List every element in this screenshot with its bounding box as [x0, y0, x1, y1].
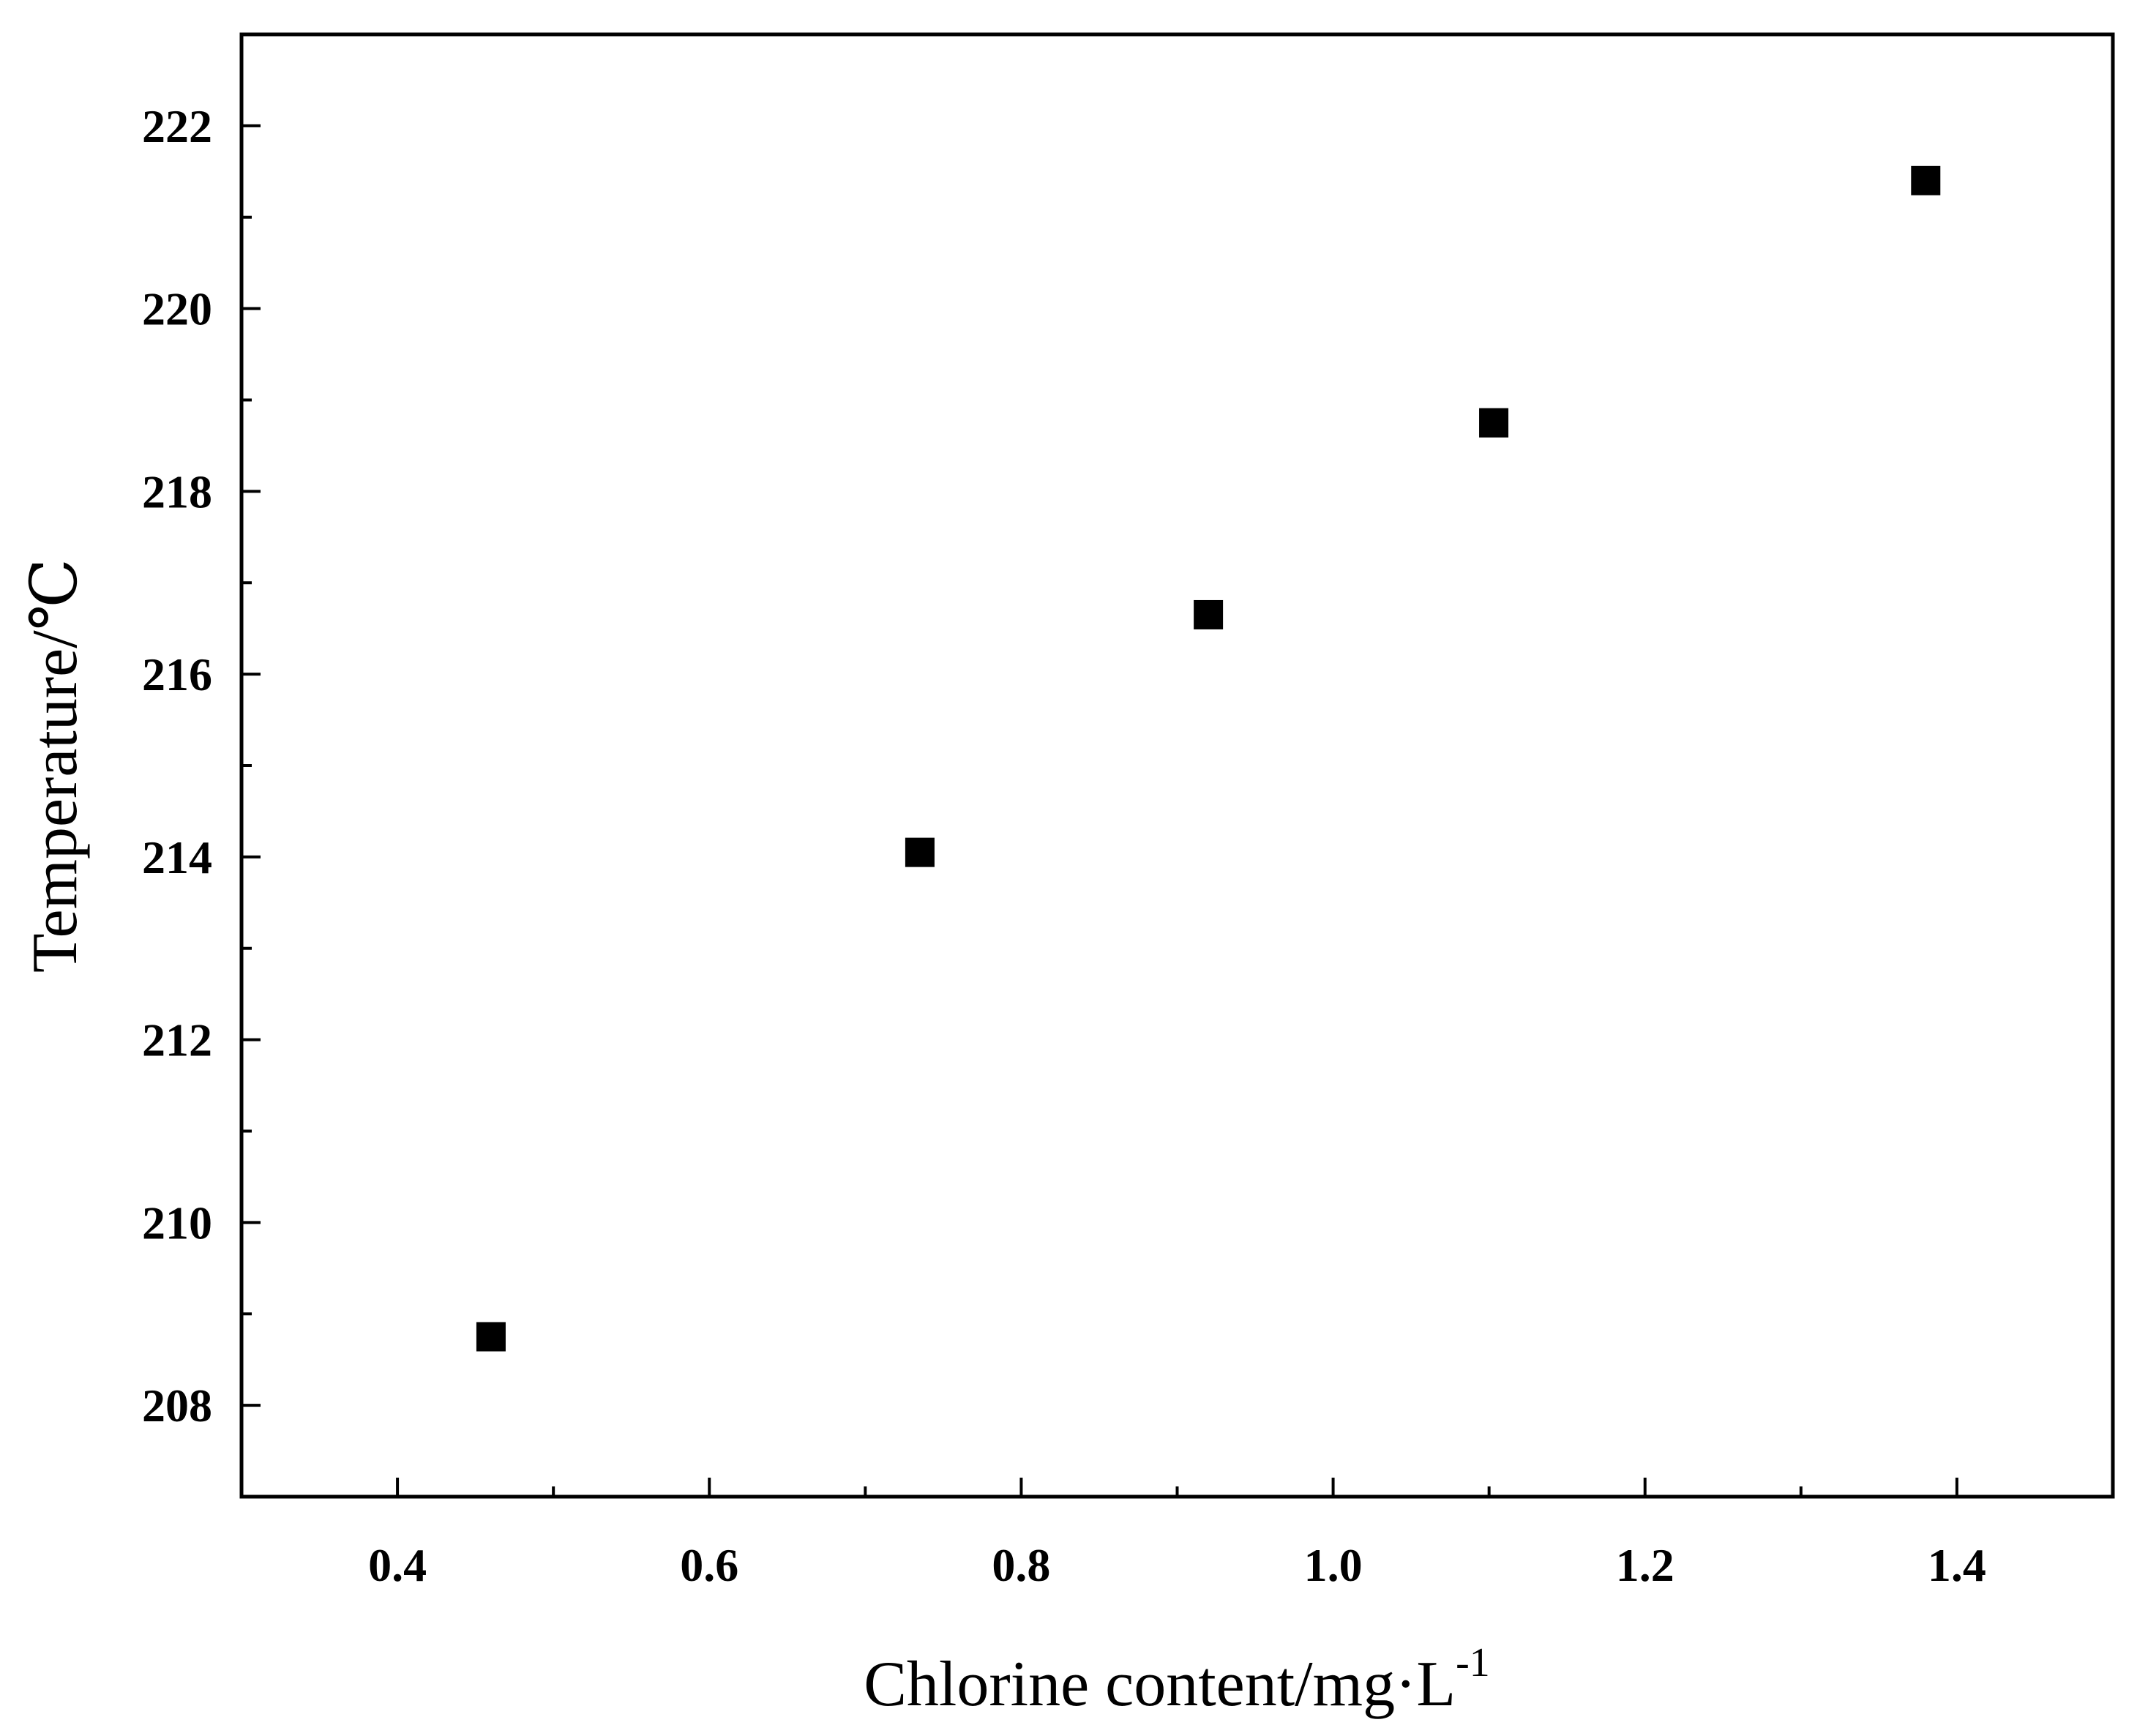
y-axis-title: Temperature/℃ [20, 558, 91, 973]
y-tick-label: 212 [142, 1014, 212, 1066]
y-axis-ticks [242, 124, 261, 1407]
y-tick-label: 208 [142, 1380, 212, 1432]
x-axis-tick-labels: 0.4 0.6 0.8 1.0 1.2 1.4 [368, 1539, 1986, 1591]
data-point [1194, 599, 1224, 629]
data-point [905, 837, 935, 867]
x-tick-label: 1.0 [1304, 1539, 1363, 1591]
x-tick-label: 1.2 [1616, 1539, 1674, 1591]
y-tick-label: 214 [142, 831, 212, 883]
x-axis-title-main: Chlorine content/mg·L [864, 1649, 1456, 1720]
x-axis-title-superscript: -1 [1456, 1640, 1490, 1686]
y-axis-tick-labels: 208 210 212 214 216 218 220 222 [142, 100, 212, 1432]
plot-frame [239, 32, 2115, 1499]
x-tick-label: 0.4 [368, 1539, 427, 1591]
data-point [1911, 165, 1941, 195]
data-point [1479, 408, 1509, 438]
data-markers [476, 165, 1941, 1352]
x-tick-label: 0.8 [992, 1539, 1050, 1591]
x-axis-ticks [396, 1478, 1958, 1497]
y-tick-label: 210 [142, 1197, 212, 1249]
y-tick-label: 222 [142, 100, 212, 152]
data-point [476, 1322, 506, 1352]
y-tick-label: 218 [142, 465, 212, 517]
y-tick-label: 216 [142, 648, 212, 700]
x-axis-title: Chlorine content/mg·L-1 [864, 1640, 1490, 1720]
x-tick-label: 1.4 [1928, 1539, 1986, 1591]
x-tick-label: 0.6 [680, 1539, 738, 1591]
y-tick-label: 220 [142, 283, 212, 335]
